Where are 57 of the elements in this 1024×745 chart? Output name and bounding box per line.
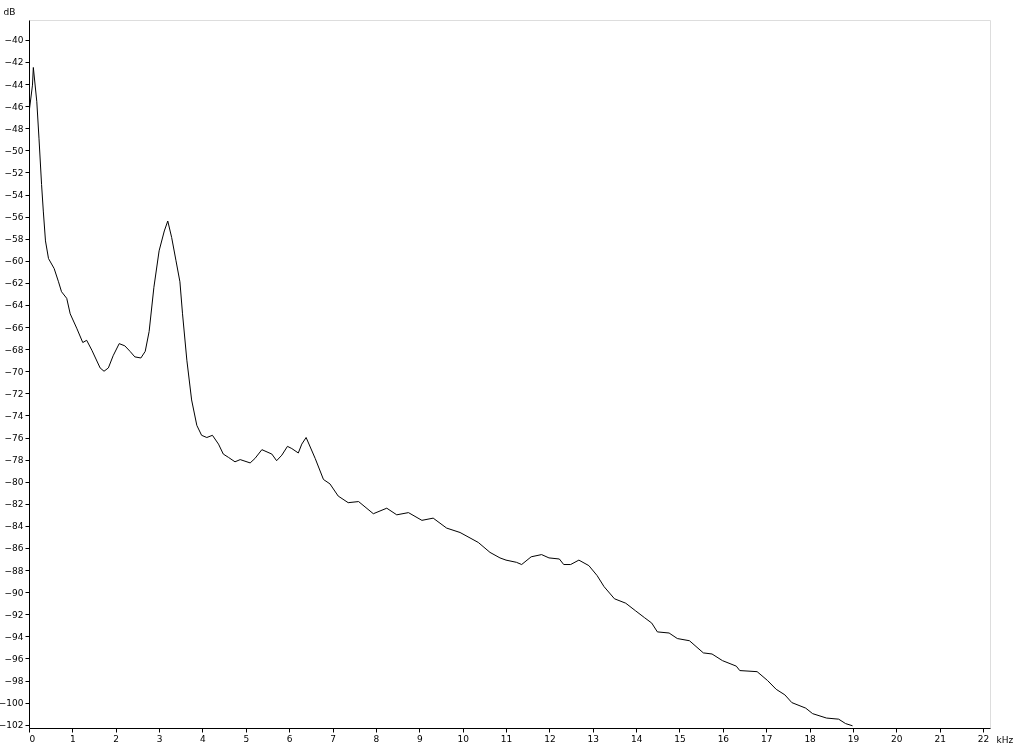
y-tick-label: −54 [4, 190, 24, 201]
x-tick-label: 4 [200, 733, 207, 744]
x-tick-label: 8 [373, 733, 380, 744]
x-tick-label: 6 [286, 733, 293, 744]
x-tick-label: 20 [891, 733, 903, 744]
x-tick-label: 16 [717, 733, 730, 744]
y-tick-label: −80 [4, 477, 24, 488]
y-tick-label: −96 [4, 653, 24, 664]
y-tick-label: −68 [4, 344, 24, 355]
x-tick-label: 10 [457, 733, 470, 744]
y-tick-label: −52 [4, 167, 24, 178]
x-tick-label: 22 [977, 733, 990, 744]
y-tick-label: −44 [4, 79, 24, 90]
y-tick-label: −94 [4, 631, 24, 642]
y-tick-label: −102 [0, 720, 24, 731]
y-tick-label: −82 [4, 499, 24, 510]
x-axis-title: kHz [996, 734, 1014, 745]
x-tick-label: 3 [156, 733, 163, 744]
x-tick-label: 13 [587, 733, 599, 744]
y-tick-label: −56 [4, 212, 24, 223]
x-tick-label: 15 [674, 733, 686, 744]
x-tick-label: 21 [934, 733, 946, 744]
y-tick-label: −74 [4, 410, 24, 421]
y-tick-label: −40 [4, 35, 24, 46]
y-tick-label: −100 [0, 698, 24, 709]
x-tick-label: 1 [70, 733, 76, 744]
y-tick-label: −88 [4, 565, 24, 576]
x-tick-label: 18 [804, 733, 817, 744]
x-tick-label: 7 [330, 733, 336, 744]
x-tick-label: 17 [761, 733, 773, 744]
y-tick-label: −42 [4, 57, 24, 68]
y-tick-label: −84 [4, 521, 24, 532]
x-tick-label: 14 [630, 733, 643, 744]
y-tick-label: −86 [4, 543, 24, 554]
y-tick-label: −90 [4, 587, 24, 598]
y-tick-label: −48 [4, 123, 24, 134]
y-tick-label: −72 [4, 388, 24, 399]
y-tick-label: −60 [4, 256, 24, 267]
y-tick-label: −98 [4, 676, 24, 687]
x-tick-label: 9 [416, 733, 423, 744]
y-tick-label: −50 [4, 145, 24, 156]
y-tick-label: −70 [4, 366, 24, 377]
x-tick-label: 12 [544, 733, 556, 744]
y-tick-label: −46 [4, 101, 24, 112]
y-axis-title: dB [3, 6, 16, 17]
y-tick-label: −78 [4, 455, 24, 466]
y-tick-label: −64 [4, 300, 24, 311]
y-tick-label: −62 [4, 278, 24, 289]
x-tick-label: 0 [29, 733, 36, 744]
x-tick-label: 11 [500, 733, 513, 744]
y-tick-label: −66 [4, 322, 24, 333]
y-tick-label: −92 [4, 609, 24, 620]
x-tick-label: 5 [243, 733, 250, 744]
y-tick-label: −58 [4, 234, 24, 245]
y-tick-label: −76 [4, 433, 24, 444]
x-tick-label: 19 [847, 733, 860, 744]
x-tick-label: 2 [113, 733, 120, 744]
